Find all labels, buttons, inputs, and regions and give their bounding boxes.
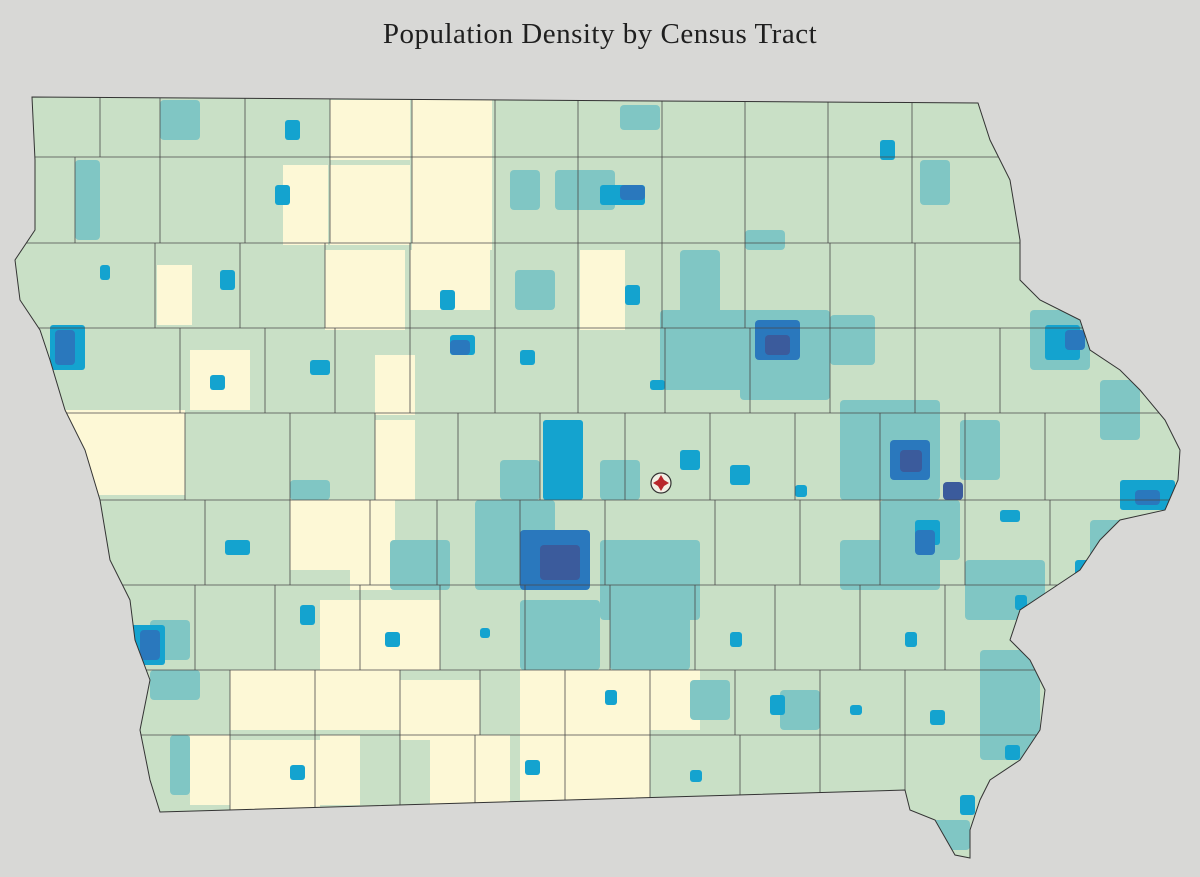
high-density-tract (605, 690, 617, 705)
high-density-tract (440, 290, 455, 310)
high-density-tract (795, 485, 807, 497)
map-title: Population Density by Census Tract (382, 18, 818, 50)
urban-core (1135, 490, 1160, 505)
high-density-tract (300, 605, 315, 625)
high-density-tract (543, 420, 583, 500)
high-density-tract (290, 765, 305, 780)
high-density-tract (880, 140, 895, 160)
medium-density-area (965, 560, 1045, 620)
low-density-area (580, 250, 625, 330)
low-density-area (400, 680, 480, 740)
medium-density-area (660, 310, 750, 390)
high-density-tract (310, 360, 330, 375)
medium-density-area (980, 650, 1040, 760)
low-density-area (350, 500, 395, 590)
capital-star (653, 475, 669, 491)
high-density-tract (385, 632, 400, 647)
low-density-area (283, 165, 328, 245)
low-density-area (330, 100, 410, 160)
high-density-tract (1015, 595, 1027, 610)
medium-density-area (390, 540, 450, 590)
low-density-area (325, 250, 405, 330)
high-density-tract (480, 628, 490, 638)
high-density-tract (850, 705, 862, 715)
high-density-tract (690, 770, 702, 782)
high-density-tract (650, 380, 665, 390)
low-density-area (320, 600, 440, 670)
high-density-tract (275, 185, 290, 205)
medium-density-area (780, 690, 820, 730)
medium-density-area (500, 460, 540, 500)
low-density-area (290, 500, 350, 570)
low-density-area (375, 355, 415, 415)
medium-density-area (75, 160, 100, 240)
medium-density-area (610, 590, 690, 670)
low-density-area (412, 100, 492, 250)
medium-density-area (1090, 520, 1140, 570)
high-density-tract (525, 760, 540, 775)
medium-density-area (510, 170, 540, 210)
high-density-tract (905, 632, 917, 647)
low-density-area (330, 165, 410, 245)
medium-density-area (160, 100, 200, 140)
low-density-area (65, 410, 185, 495)
urban-core (1095, 560, 1130, 580)
high-density-tract (625, 285, 640, 305)
medium-density-area (170, 735, 190, 795)
medium-density-area (515, 270, 555, 310)
low-density-area (320, 735, 360, 805)
medium-density-area (920, 160, 950, 205)
urban-core (620, 185, 645, 200)
high-density-tract (225, 540, 250, 555)
medium-density-area (830, 315, 875, 365)
urban-core (540, 545, 580, 580)
medium-density-area (290, 480, 330, 500)
low-density-area (157, 265, 192, 325)
low-density-area (190, 735, 230, 805)
medium-density-area (150, 670, 200, 700)
urban-core (900, 450, 922, 472)
low-density-area (375, 420, 415, 500)
urban-core (915, 530, 935, 555)
high-density-tract (960, 795, 975, 815)
medium-density-area (960, 420, 1000, 480)
high-density-tract (1005, 745, 1020, 760)
urban-core (450, 340, 470, 355)
urban-core (1065, 330, 1085, 350)
high-density-tract (680, 450, 700, 470)
medium-density-area (520, 600, 600, 670)
high-density-tract (1000, 510, 1020, 522)
medium-density-area (680, 250, 720, 320)
medium-density-area (1100, 380, 1140, 440)
medium-density-area (600, 460, 640, 500)
urban-core (140, 630, 160, 660)
low-density-area (230, 740, 320, 810)
low-density-area (430, 735, 510, 805)
high-density-tract (100, 265, 110, 280)
urban-core (943, 482, 963, 500)
tract-fills (15, 97, 1180, 858)
high-density-tract (770, 695, 785, 715)
medium-density-area (620, 105, 660, 130)
capital-marker (650, 472, 672, 494)
medium-density-area (690, 680, 730, 720)
urban-core (55, 330, 75, 365)
urban-core (765, 335, 790, 355)
high-density-tract (930, 710, 945, 725)
high-density-tract (730, 465, 750, 485)
high-density-tract (1075, 560, 1115, 595)
high-density-tract (210, 375, 225, 390)
high-density-tract (730, 632, 742, 647)
high-density-tract (220, 270, 235, 290)
medium-density-area (745, 230, 785, 250)
county-lines (15, 97, 1180, 812)
high-density-tract (520, 350, 535, 365)
high-density-tract (285, 120, 300, 140)
